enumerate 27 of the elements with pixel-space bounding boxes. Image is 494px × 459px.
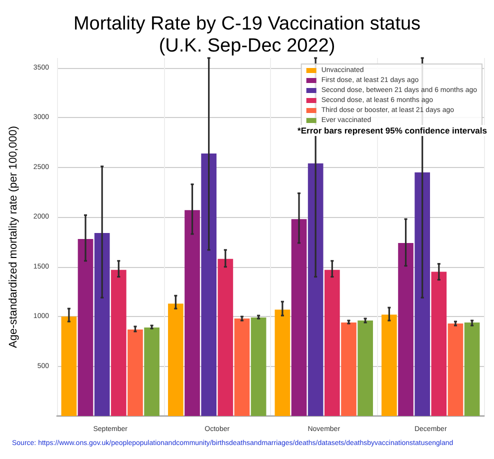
y-axis-title: Age-standardized mortality rate (per 100,000) bbox=[8, 126, 20, 348]
bar bbox=[274, 310, 290, 416]
bar bbox=[61, 316, 77, 416]
bar bbox=[398, 242, 414, 416]
bar bbox=[431, 272, 447, 416]
annotation: *Error bars represent 95% confidence intervals bbox=[298, 126, 488, 136]
bar bbox=[184, 210, 200, 416]
bar bbox=[94, 233, 110, 416]
bar bbox=[250, 318, 266, 416]
bar bbox=[110, 270, 126, 416]
bar bbox=[234, 318, 250, 416]
chart-title: Mortality Rate by C-19 Vaccination status (U.K. Sep-Dec 2022) bbox=[73, 14, 421, 56]
bar bbox=[382, 314, 397, 416]
bar bbox=[291, 219, 307, 416]
bar bbox=[448, 324, 464, 416]
bar bbox=[144, 327, 160, 416]
bar bbox=[324, 270, 340, 416]
bar bbox=[308, 163, 324, 416]
bar bbox=[78, 238, 94, 416]
bar bbox=[358, 320, 373, 416]
bar bbox=[414, 172, 430, 416]
bar bbox=[128, 329, 143, 416]
bar bbox=[168, 304, 184, 416]
bar bbox=[218, 258, 234, 416]
bar bbox=[201, 153, 217, 416]
bar bbox=[464, 322, 480, 416]
bar bbox=[341, 322, 356, 416]
